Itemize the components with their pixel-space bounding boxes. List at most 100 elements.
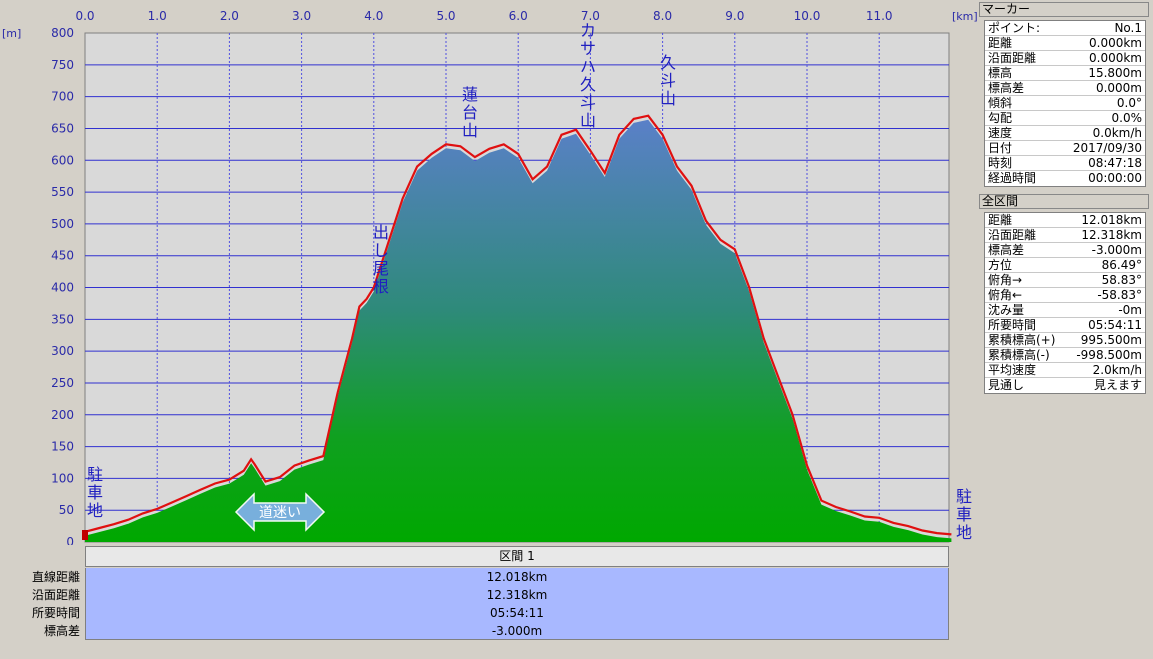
annotation-label: カサハ久斗山 (580, 21, 596, 130)
marker-panel: ポイント: No.1 距離 0.000km 沿面距離 0.000km 標高 15.800m 標高… (984, 20, 1146, 187)
panel-row-label: 標高差 (988, 81, 1025, 95)
panel-row: 沿面距離 0.000km (985, 51, 1145, 66)
panel-row: 沈み量 -0m (985, 303, 1145, 318)
panel-row-value: 2.0km/h (1092, 363, 1142, 377)
panel-row-label: 傾斜 (988, 96, 1013, 110)
panel-row: 経過時間 00:00:00 (985, 171, 1145, 186)
annotation-char: し (373, 241, 389, 260)
panel-row-value: 58.83° (1101, 273, 1142, 287)
panel-row-label: 距離 (988, 213, 1013, 227)
x-tick-label: 1.0 (148, 9, 167, 23)
panel-row-label: 見通し (988, 378, 1025, 392)
panel-row-value: -58.83° (1097, 288, 1142, 302)
y-tick-label: 0 (66, 535, 74, 545)
y-tick-label: 250 (51, 376, 74, 390)
section-header[interactable]: 区間 1 (85, 546, 949, 567)
panel-row: 傾斜 0.0° (985, 96, 1145, 111)
y-tick-label: 750 (51, 58, 74, 72)
y-tick-label: 200 (51, 408, 74, 422)
x-tick-label: 6.0 (509, 9, 528, 23)
lost-way-double-arrow: 道迷い (234, 492, 326, 532)
annotation-label: 蓮台山 (462, 85, 478, 140)
panel-row-value: 0.000km (1089, 36, 1142, 50)
panel-row-value: 0.000m (1095, 81, 1142, 95)
x-tick-label: 3.0 (292, 9, 311, 23)
start-marker (82, 530, 88, 540)
annotation-char: 地 (956, 523, 972, 542)
panel-row: 俯角→ 58.83° (985, 273, 1145, 288)
panel-row: 累積標高(+) 995.500m (985, 333, 1145, 348)
panel-row-value: 86.49° (1101, 258, 1142, 272)
panel-row: 標高 15.800m (985, 66, 1145, 81)
section-row: 標高差 -3.000m (0, 622, 950, 640)
panel-row: 俯角← -58.83° (985, 288, 1145, 303)
annotation-rendaisan: 蓮台山 (462, 85, 478, 140)
section-row-label: 標高差 (43, 624, 80, 638)
x-axis-ticks: 0.0 1.0 2.0 3.0 4.0 5.0 6.0 7.0 8.0 9.0 10.0 11.0 (75, 9, 892, 23)
panel-row-value: 見えます (1093, 378, 1142, 392)
total-panel-title: 全区間 (979, 194, 1149, 209)
panel-row-label: 経過時間 (988, 171, 1037, 185)
annotation-label: 出し尾根 (373, 223, 389, 296)
panel-row-label: 速度 (988, 126, 1013, 140)
panel-row: 日付 2017/09/30 (985, 141, 1145, 156)
section-row-value: 05:54:11 (85, 604, 949, 622)
elevation-line (84, 114, 952, 536)
panel-row-value: 08:47:18 (1088, 156, 1142, 170)
panel-row-label: 方位 (988, 258, 1013, 272)
panel-row-value: 0.0km/h (1092, 126, 1142, 140)
section-row-value: -3.000m (85, 622, 949, 640)
x-tick-label: 10.0 (794, 9, 821, 23)
section-row: 沿面距離 12.318km (0, 586, 950, 604)
x-tick-label: 7.0 (581, 9, 600, 23)
y-tick-label: 800 (51, 26, 74, 40)
terrain-area (85, 119, 952, 542)
panel-row-value: 995.500m (1080, 333, 1142, 347)
annotation-char: 斗 (660, 71, 676, 90)
panel-row: 所要時間 05:54:11 (985, 318, 1145, 333)
panel-row-value: 0.000km (1089, 51, 1142, 65)
panel-row-value: 0.0% (1111, 111, 1143, 125)
panel-row: 勾配 0.0% (985, 111, 1145, 126)
annotation-char: 根 (373, 277, 389, 296)
annotation-char: サ (580, 39, 596, 58)
panel-row-label: 累積標高(+) (988, 333, 1056, 347)
panel-row-label: 標高 (988, 66, 1013, 80)
y-tick-label: 100 (51, 471, 74, 485)
panel-row-value: 00:00:00 (1088, 171, 1142, 185)
annotation-char: 久 (580, 75, 596, 94)
panel-row: 時刻 08:47:18 (985, 156, 1145, 171)
annotation-parking-start: 駐車地 (87, 465, 103, 520)
y-tick-label: 150 (51, 440, 74, 454)
y-tick-label: 350 (51, 312, 74, 326)
panel-row-label: 標高差 (988, 243, 1025, 257)
annotation-label: 駐車地 (956, 487, 972, 542)
panel-row: 速度 0.0km/h (985, 126, 1145, 141)
section-row-label: 所要時間 (31, 606, 80, 620)
annotation-char: 山 (462, 121, 478, 140)
annotation-char: 地 (87, 501, 103, 520)
y-tick-label: 400 (51, 281, 74, 295)
annotation-char: カ (580, 21, 596, 40)
x-axis-unit: [km] (952, 10, 978, 23)
y-tick-label: 500 (51, 217, 74, 231)
panel-row-value: 15.800m (1088, 66, 1142, 80)
annotation-char: 車 (87, 483, 103, 502)
panel-row: 方位 86.49° (985, 258, 1145, 273)
x-tick-label: 4.0 (364, 9, 383, 23)
annotation-label: 久斗山 (660, 53, 676, 108)
panel-row: 距離 0.000km (985, 36, 1145, 51)
annotation-char: 斗 (580, 93, 596, 112)
section-row: 直線距離 12.018km (0, 568, 950, 586)
panel-row-value: -0m (1118, 303, 1142, 317)
y-tick-label: 300 (51, 344, 74, 358)
panel-row-label: 平均速度 (988, 363, 1037, 377)
annotation-ridge: 出し尾根 (373, 223, 389, 296)
panel-row-value: 12.318km (1081, 228, 1142, 242)
panel-row-label: 沈み量 (988, 303, 1025, 317)
elevation-chart[interactable]: 0.0 1.0 2.0 3.0 4.0 5.0 6.0 7.0 8.0 9.0 10.0 11.0 0… (0, 0, 980, 545)
annotation-char: 出 (373, 223, 389, 242)
annotation-char: 車 (956, 505, 972, 524)
panel-row: 標高差 -3.000m (985, 243, 1145, 258)
annotation-char: 蓮 (462, 85, 478, 104)
